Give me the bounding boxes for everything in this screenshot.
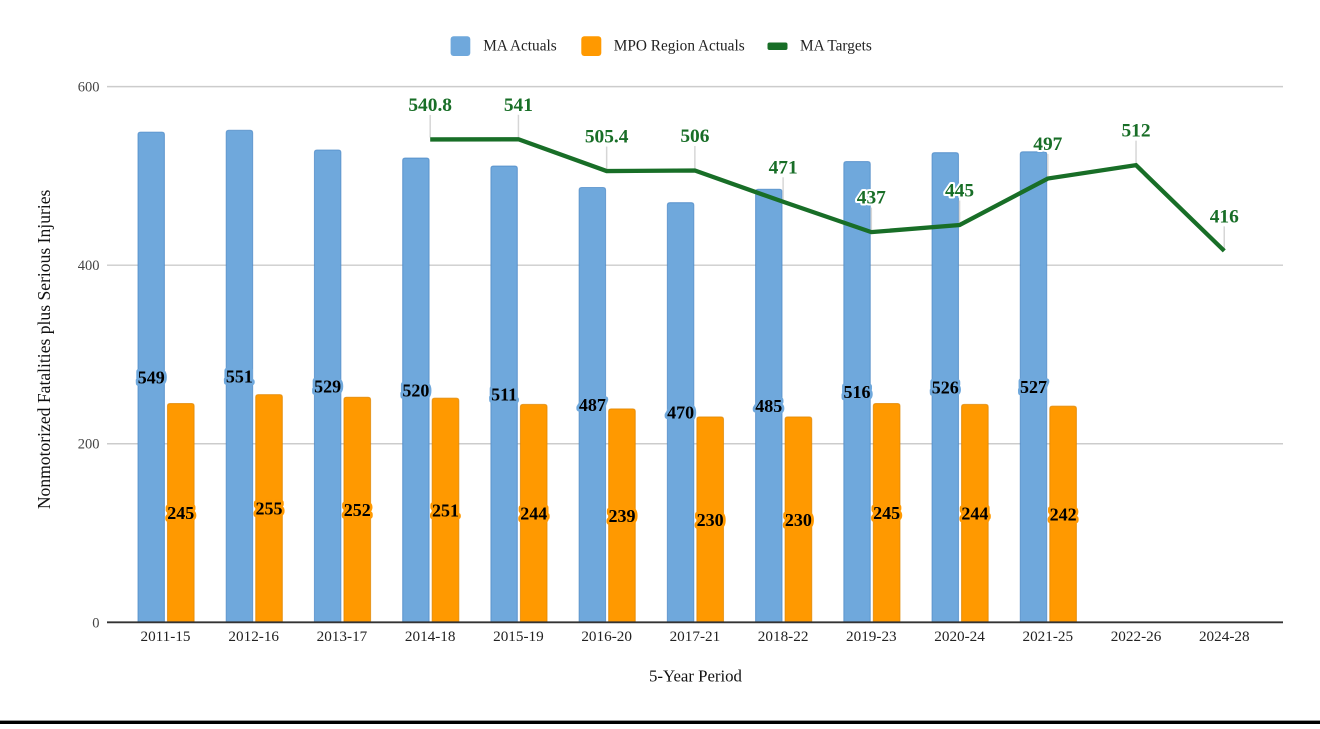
svg-text:445: 445 — [945, 180, 974, 201]
svg-text:2018-22: 2018-22 — [758, 628, 809, 645]
svg-text:471: 471 — [769, 157, 798, 178]
svg-text:242: 242 — [1050, 504, 1077, 524]
svg-text:230: 230 — [785, 510, 812, 530]
svg-text:520: 520 — [402, 380, 429, 400]
svg-text:2024-28: 2024-28 — [1199, 628, 1250, 645]
svg-text:437: 437 — [857, 188, 886, 209]
svg-text:497: 497 — [1033, 134, 1062, 155]
svg-text:2016-20: 2016-20 — [581, 628, 632, 645]
svg-text:0: 0 — [92, 615, 99, 631]
svg-text:485: 485 — [755, 396, 782, 416]
svg-text:505.4: 505.4 — [585, 127, 629, 148]
svg-text:2011-15: 2011-15 — [140, 628, 190, 645]
svg-text:2022-26: 2022-26 — [1111, 628, 1162, 645]
svg-text:255: 255 — [256, 499, 283, 519]
svg-text:MA Targets: MA Targets — [800, 38, 872, 55]
svg-text:244: 244 — [961, 504, 988, 524]
svg-text:Nonmotorized Fatalities plus S: Nonmotorized Fatalities plus Serious Inj… — [34, 189, 54, 509]
svg-text:2014-18: 2014-18 — [405, 628, 456, 645]
svg-text:400: 400 — [78, 258, 100, 274]
svg-text:230: 230 — [697, 510, 724, 530]
svg-text:252: 252 — [344, 500, 371, 520]
svg-text:245: 245 — [167, 503, 194, 523]
svg-text:245: 245 — [873, 503, 900, 523]
svg-text:239: 239 — [608, 506, 635, 526]
svg-text:527: 527 — [1020, 377, 1047, 397]
svg-text:2012-16: 2012-16 — [228, 628, 279, 645]
svg-text:487: 487 — [579, 395, 606, 415]
svg-text:MA Actuals: MA Actuals — [483, 38, 557, 55]
svg-text:5-Year Period: 5-Year Period — [649, 667, 743, 686]
svg-text:529: 529 — [314, 376, 341, 396]
svg-text:540.8: 540.8 — [408, 95, 452, 116]
svg-text:416: 416 — [1210, 206, 1239, 227]
svg-text:2015-19: 2015-19 — [493, 628, 544, 645]
svg-text:2020-24: 2020-24 — [934, 628, 985, 645]
svg-text:600: 600 — [78, 80, 100, 96]
svg-text:541: 541 — [504, 95, 533, 116]
svg-text:2021-25: 2021-25 — [1022, 628, 1073, 645]
svg-text:251: 251 — [432, 500, 459, 520]
svg-text:526: 526 — [932, 378, 959, 398]
svg-text:2019-23: 2019-23 — [846, 628, 897, 645]
svg-text:MPO Region Actuals: MPO Region Actuals — [614, 38, 745, 55]
svg-text:511: 511 — [491, 384, 517, 404]
svg-text:2017-21: 2017-21 — [670, 628, 721, 645]
svg-text:2013-17: 2013-17 — [317, 628, 368, 645]
svg-text:200: 200 — [78, 437, 100, 453]
svg-text:244: 244 — [520, 504, 547, 524]
svg-text:551: 551 — [226, 367, 253, 387]
svg-text:512: 512 — [1121, 121, 1150, 142]
svg-text:549: 549 — [138, 367, 165, 387]
svg-text:506: 506 — [680, 126, 709, 147]
svg-text:516: 516 — [844, 382, 871, 402]
svg-text:470: 470 — [667, 403, 694, 423]
